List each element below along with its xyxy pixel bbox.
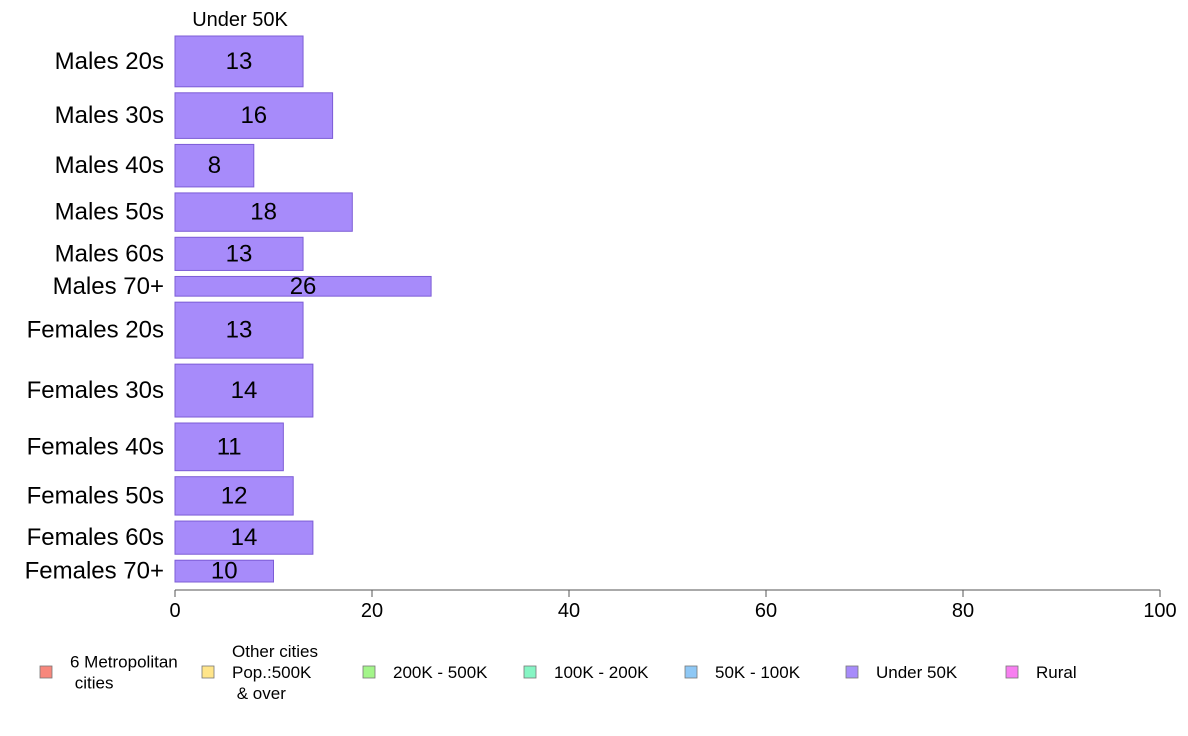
- legend-label-line: & over: [232, 684, 286, 703]
- category-label: Females 60s: [27, 524, 164, 551]
- bar-value-label: 16: [240, 102, 267, 129]
- legend-swatch: [523, 665, 537, 679]
- legend-label: Other cities Pop.:500K & over: [232, 642, 318, 703]
- category-label: Males 40s: [55, 152, 164, 179]
- category-label: Females 30s: [27, 377, 164, 404]
- bar-3: [174, 192, 353, 232]
- legend-label: 100K - 200K: [554, 663, 649, 682]
- bar-5: [174, 275, 432, 297]
- bar-value-label: 11: [217, 433, 242, 460]
- legend-label-line: Pop.:500K: [232, 663, 312, 682]
- category-label: Males 30s: [55, 102, 164, 129]
- legend-label-line: 100K - 200K: [554, 663, 649, 682]
- bar-4: [174, 236, 304, 271]
- panel-title: Under 50K: [192, 9, 288, 31]
- category-label: Females 20s: [27, 317, 164, 344]
- legend-label: 6 Metropolitan cities: [70, 652, 178, 692]
- legend-swatch: [1005, 665, 1019, 679]
- bar-11: [174, 559, 274, 583]
- x-tick-label: 40: [558, 600, 580, 622]
- x-tick-label: 20: [361, 600, 383, 622]
- bars-group: Males 20s 13 Males 30s 16 Males 40s 8 Males 50…: [25, 35, 432, 585]
- category-label: Males 50s: [55, 199, 164, 226]
- bar-6: [174, 301, 304, 359]
- legend-label: 50K - 100K: [715, 663, 801, 682]
- legend-swatch: [684, 665, 698, 679]
- bar-1: [174, 92, 334, 139]
- legend-label-line: 200K - 500K: [393, 663, 488, 682]
- bar-2: [174, 143, 255, 188]
- legend-label-line: 6 Metropolitan: [70, 652, 178, 671]
- legend-label-line: Rural: [1036, 663, 1077, 682]
- x-axis: 0 20 40 60 80 100: [169, 589, 1177, 622]
- category-label: Males 70+: [53, 273, 164, 300]
- x-tick-label: 0: [169, 600, 180, 622]
- bar-value-label: 8: [208, 152, 221, 179]
- bar-9: [174, 476, 294, 516]
- legend-swatch: [39, 665, 53, 679]
- bar-value-label: 13: [226, 317, 253, 344]
- bar-7: [174, 363, 314, 418]
- x-tick-label: 60: [755, 600, 777, 622]
- bar-value-label: 13: [226, 48, 253, 75]
- bar-value-label: 14: [231, 377, 258, 404]
- bar-value-label: 14: [231, 524, 258, 551]
- bar-10: [174, 520, 314, 555]
- category-label: Males 20s: [55, 48, 164, 75]
- bar-8: [174, 422, 284, 472]
- x-tick-label: 100: [1143, 600, 1176, 622]
- category-label: Females 70+: [25, 558, 164, 585]
- bar-0: [174, 35, 304, 88]
- legend-label: Rural: [1036, 663, 1077, 682]
- legend-label-line: Under 50K: [876, 663, 958, 682]
- legend-label: 200K - 500K: [393, 663, 488, 682]
- category-label: Females 40s: [27, 433, 164, 460]
- legend-swatch: [845, 665, 859, 679]
- legend-swatch: [362, 665, 376, 679]
- legend-label: Under 50K: [876, 663, 958, 682]
- bar-value-label: 10: [211, 558, 238, 585]
- legend-swatch: [201, 665, 215, 679]
- legend-label-line: Other cities: [232, 642, 318, 661]
- bar-value-label: 26: [290, 273, 317, 300]
- bar-value-label: 13: [226, 240, 253, 267]
- bar-value-label: 18: [250, 199, 277, 226]
- category-label: Females 50s: [27, 482, 164, 509]
- legend: 6 Metropolitan cities Other cities Pop.:50…: [39, 642, 1077, 703]
- x-tick-label: 80: [952, 600, 974, 622]
- legend-label-line: 50K - 100K: [715, 663, 801, 682]
- legend-label-line: cities: [70, 673, 113, 692]
- bar-value-label: 12: [221, 482, 248, 509]
- category-label: Males 60s: [55, 240, 164, 267]
